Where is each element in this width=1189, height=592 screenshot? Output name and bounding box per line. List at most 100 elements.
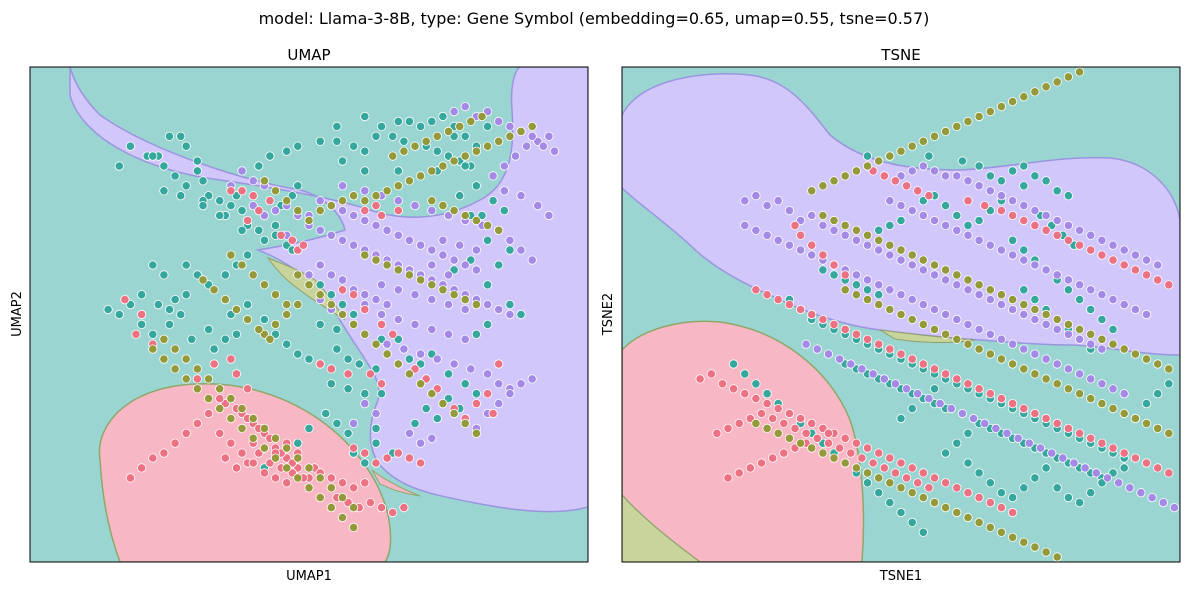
tsne-point-purple-35: [762, 230, 772, 240]
umap-point-olive-64: [427, 389, 437, 399]
tsne-point-pink-47: [940, 369, 951, 379]
tsne-point-pink-91: [952, 483, 962, 493]
umap-point-purple-10: [348, 240, 359, 250]
umap-point-olive-22: [505, 131, 515, 141]
tsne-point-purple-51: [940, 309, 951, 320]
tsne-point-purple-136: [1024, 438, 1034, 448]
umap-point-olive-4: [304, 215, 314, 226]
umap-point-teal-136: [443, 369, 454, 379]
tsne-point-purple-9: [840, 230, 850, 240]
tsne-point-purple-101: [1052, 215, 1062, 226]
umap-point-teal-125: [348, 309, 359, 320]
umap-point-purple-117: [304, 270, 314, 280]
tsne-point-pink-3: [901, 181, 912, 191]
umap-point-olive-99: [220, 294, 230, 305]
umap-point-teal-133: [404, 354, 414, 364]
umap-point-pink-85: [404, 453, 414, 463]
umap-point-olive-48: [438, 285, 448, 295]
tsne-point-olive-28: [851, 225, 862, 235]
umap-point-purple-92: [499, 161, 509, 171]
umap-point-teal-104: [176, 309, 186, 320]
tsne-point-pink-109: [846, 448, 856, 458]
tsne-point-olive-111: [1019, 537, 1029, 547]
umap-point-teal-64: [393, 166, 403, 176]
tsne-point-purple-52: [952, 314, 962, 325]
tsne-point-pink-107: [823, 438, 834, 448]
umap-point-olive-42: [371, 255, 381, 265]
tsne-point-pink-126: [823, 428, 834, 438]
tsne-point-purple-110: [1153, 260, 1163, 270]
umap-point-olive-74: [237, 260, 247, 270]
tsne-point-olive-33: [907, 250, 917, 260]
tsne-point-teal-136: [751, 379, 761, 389]
umap-point-teal-151: [371, 438, 381, 448]
tsne-point-purple-133: [991, 423, 1001, 433]
umap-point-pink-98: [287, 235, 297, 245]
tsne-point-purple-82: [1041, 265, 1051, 275]
tsne-point-teal-81: [963, 428, 973, 438]
umap-point-purple-3: [270, 206, 281, 216]
umap-point-olive-81: [181, 354, 191, 364]
tsne-point-purple-94: [974, 181, 984, 191]
tsne-point-olive-47: [1063, 319, 1074, 329]
tsne-point-teal-118: [862, 285, 873, 295]
umap-point-pink-95: [254, 206, 264, 216]
tsne-point-teal-10: [1019, 181, 1029, 191]
umap-point-purple-53: [393, 285, 403, 295]
tsne-point-purple-122: [868, 369, 878, 379]
umap-point-pink-91: [131, 329, 141, 339]
tsne-point-pink-40: [862, 334, 873, 344]
tsne-point-olive-80: [1097, 398, 1107, 409]
tsne-ylabel: TSNE2: [601, 293, 616, 336]
tsne-point-olive-83: [1130, 413, 1141, 424]
umap-point-teal-67: [460, 161, 470, 171]
tsne-point-olive-89: [773, 428, 783, 438]
umap-point-purple-115: [371, 294, 381, 305]
tsne-point-purple-16: [918, 265, 928, 275]
tsne-point-pink-11: [1030, 220, 1040, 230]
tsne-point-teal-114: [818, 265, 828, 275]
tsne-point-purple-70: [907, 206, 917, 216]
umap-point-olive-61: [393, 359, 403, 369]
tsne-point-pink-29: [840, 270, 850, 280]
umap-point-teal-108: [137, 319, 147, 329]
umap-point-pink-102: [360, 304, 370, 315]
umap-point-pink-87: [360, 448, 370, 458]
umap-point-teal-153: [293, 438, 303, 448]
tsne-point-olive-69: [974, 344, 984, 354]
umap-point-olive-68: [471, 428, 481, 438]
umap-point-olive-114: [259, 443, 269, 453]
umap-point-olive-60: [382, 349, 392, 359]
tsne-point-purple-30: [1075, 334, 1085, 344]
umap-point-olive-86: [237, 403, 247, 414]
tsne-point-pink-10: [1019, 215, 1029, 226]
umap-point-pink-74: [360, 478, 370, 488]
tsne-point-purple-26: [1030, 314, 1040, 325]
tsne-point-pink-77: [795, 413, 806, 424]
tsne-point-purple-121: [857, 364, 867, 374]
tsne-point-purple-17: [929, 270, 940, 280]
tsne-point-olive-71: [996, 354, 1007, 364]
tsne-point-purple-79: [1007, 250, 1018, 260]
umap-point-olive-31: [455, 121, 465, 132]
tsne-point-pink-90: [940, 478, 951, 488]
umap-point-olive-63: [415, 379, 426, 389]
umap-point-olive-5: [315, 206, 325, 216]
tsne-point-purple-43: [851, 270, 862, 280]
tsne-point-pink-65: [1141, 458, 1152, 468]
umap-point-purple-81: [494, 398, 504, 409]
umap-point-olive-83: [204, 374, 214, 384]
umap-point-pink-78: [365, 497, 375, 508]
tsne-point-olive-55: [1153, 359, 1163, 369]
tsne-point-olive-102: [918, 492, 928, 503]
tsne-point-olive-31: [885, 240, 895, 250]
umap-point-teal-76: [505, 245, 515, 255]
tsne-point-purple-138: [1047, 448, 1057, 458]
umap-point-olive-90: [282, 443, 292, 453]
tsne-point-pink-25: [795, 230, 806, 240]
tsne-point-purple-92: [952, 171, 962, 181]
tsne-point-purple-14: [896, 255, 906, 265]
umap-point-pink-100: [337, 285, 348, 295]
umap-point-olive-101: [243, 314, 253, 325]
umap-ylabel: UMAP2: [10, 291, 25, 337]
